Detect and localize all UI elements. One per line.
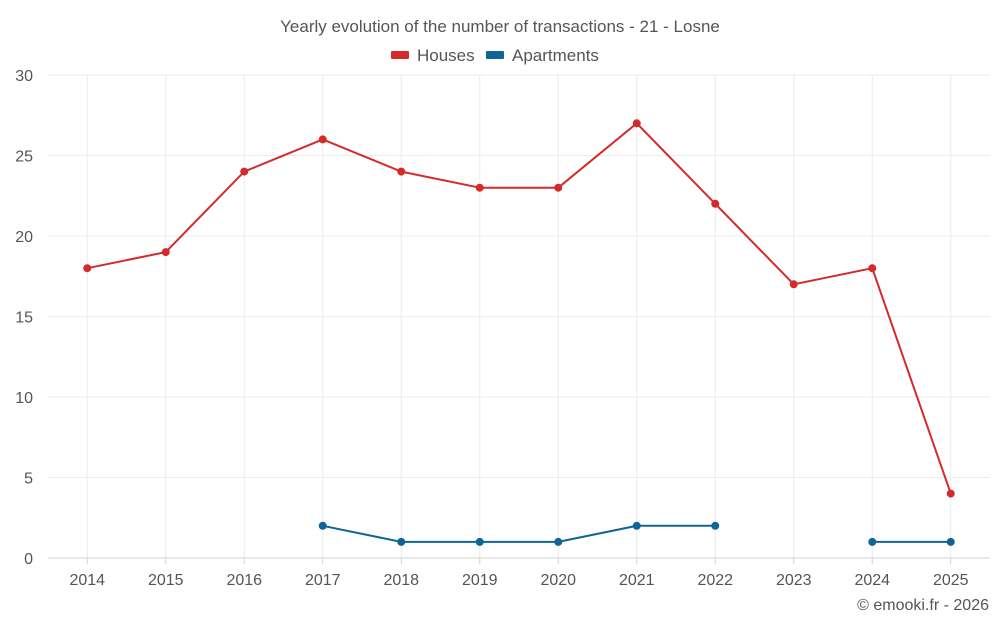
x-tick-label: 2020 [540,572,576,589]
data-point-apartments-2025[interactable] [946,537,955,546]
data-point-apartments-2024[interactable] [868,537,877,546]
legend-label-houses[interactable]: Houses [417,46,475,65]
data-point-houses-2015[interactable] [161,248,170,257]
y-tick-label: 10 [15,390,33,407]
data-point-houses-2020[interactable] [554,183,563,192]
series [83,119,955,546]
y-tick-label: 20 [15,229,33,246]
y-tick-label: 5 [24,471,33,488]
data-point-apartments-2021[interactable] [632,521,641,530]
x-tick-label: 2017 [305,572,341,589]
data-point-apartments-2017[interactable] [318,521,327,530]
legend: Houses Apartments [391,46,599,65]
x-tick-label: 2021 [619,572,655,589]
x-tick-label: 2014 [69,572,105,589]
legend-swatch-houses [391,51,409,59]
y-tick-label: 0 [24,551,33,568]
data-point-houses-2025[interactable] [946,489,955,498]
y-axis: 0 5 10 15 20 25 30 [15,68,33,568]
data-point-houses-2021[interactable] [632,119,641,128]
y-tick-label: 15 [15,310,33,327]
x-tick-label: 2024 [854,572,890,589]
data-point-houses-2016[interactable] [240,167,249,176]
x-tick-label: 2015 [148,572,184,589]
grid [48,74,990,558]
chart-title: Yearly evolution of the number of transa… [280,17,720,36]
x-tick-label: 2022 [697,572,733,589]
data-point-apartments-2019[interactable] [475,537,484,546]
x-tick-label: 2018 [383,572,419,589]
data-point-houses-2017[interactable] [318,135,327,144]
x-tick-label: 2023 [776,572,812,589]
x-tick-label: 2019 [462,572,498,589]
data-point-apartments-2018[interactable] [397,537,406,546]
series-line-apartments [322,524,716,543]
y-tick-label: 25 [15,149,33,166]
data-point-houses-2019[interactable] [475,183,484,192]
x-tick-label: 2016 [226,572,262,589]
x-axis: 2014 2015 2016 2017 2018 2019 2020 2021 2022 2023… [48,557,990,589]
legend-swatch-apartments [486,51,504,59]
data-point-houses-2022[interactable] [711,199,720,208]
y-tick-label: 30 [15,68,33,85]
data-point-houses-2014[interactable] [83,264,92,273]
x-tick-label: 2025 [933,572,969,589]
legend-label-apartments[interactable]: Apartments [512,46,599,65]
data-point-houses-2024[interactable] [868,264,877,273]
data-point-apartments-2022[interactable] [711,521,720,530]
data-point-houses-2018[interactable] [397,167,406,176]
data-point-houses-2023[interactable] [789,280,798,289]
data-point-apartments-2020[interactable] [554,537,563,546]
series-line-houses [87,122,952,494]
credit-text: © emooki.fr - 2026 [857,597,989,614]
